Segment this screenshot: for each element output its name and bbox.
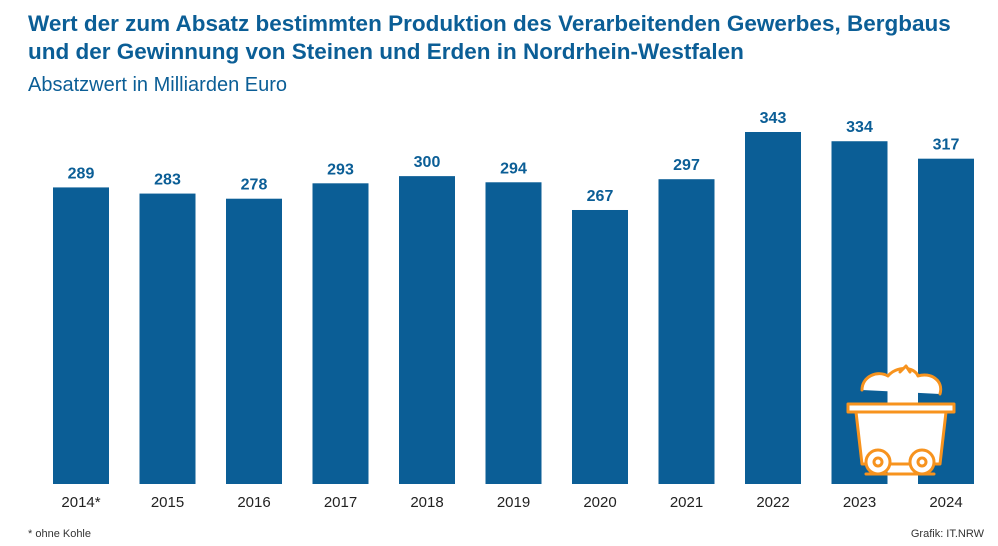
bar-2016 xyxy=(226,198,282,484)
value-label: 300 xyxy=(414,154,441,171)
mine-cart-icon xyxy=(846,364,956,476)
bar-2017 xyxy=(312,183,369,484)
footnote: * ohne Kohle xyxy=(28,528,91,540)
bar-2014 xyxy=(53,187,109,484)
bars-group: 289 2014* 283 2015 278 2016 293 2017 300 2018 294 2… xyxy=(53,110,974,511)
category-label: 2018 xyxy=(410,494,443,511)
value-label: 297 xyxy=(673,157,700,174)
category-label: 2019 xyxy=(497,494,530,511)
bar-2021 xyxy=(658,179,715,484)
value-label: 343 xyxy=(760,110,787,127)
value-label: 278 xyxy=(241,177,268,194)
bar-2019 xyxy=(485,182,542,485)
category-label: 2020 xyxy=(583,494,616,511)
value-label: 283 xyxy=(154,172,181,189)
chart-subtitle: Absatzwert in Milliarden Euro xyxy=(28,74,287,96)
source-credit: Grafik: IT.NRW xyxy=(910,528,984,540)
category-label: 2017 xyxy=(324,494,357,511)
bar-2018 xyxy=(399,176,455,484)
chart-title: Wert der zum Absatz bestimmten Produktio… xyxy=(28,11,951,64)
bar-2020 xyxy=(572,209,628,484)
category-label: 2021 xyxy=(670,494,703,511)
value-label: 294 xyxy=(500,160,527,177)
category-label: 2015 xyxy=(151,494,184,511)
category-label: 2014* xyxy=(61,494,100,511)
bar-2015 xyxy=(139,193,196,484)
value-label: 317 xyxy=(933,137,960,154)
category-label: 2022 xyxy=(756,494,789,511)
bar-2022 xyxy=(745,132,801,484)
value-label: 293 xyxy=(327,161,354,178)
value-label: 289 xyxy=(68,165,95,182)
category-label: 2023 xyxy=(843,494,876,511)
category-label: 2024 xyxy=(929,494,962,511)
value-label: 267 xyxy=(587,188,614,205)
value-label: 334 xyxy=(846,119,873,136)
category-label: 2016 xyxy=(237,494,270,511)
